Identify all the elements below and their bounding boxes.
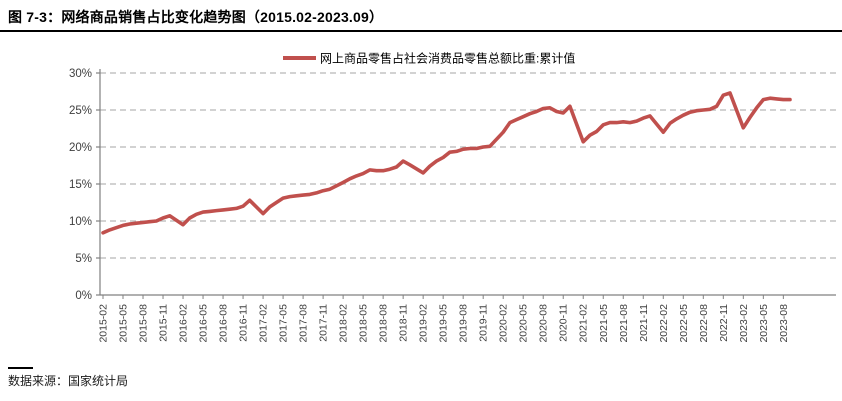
x-tick-label: 2016-11 <box>238 304 250 342</box>
x-tick-label: 2021-02 <box>578 304 590 343</box>
x-tick-label: 2023-08 <box>778 304 790 343</box>
x-axis: 2015-02 2015-05 2015-08 2015-11 2016-02 2016-… <box>98 294 836 343</box>
x-tick-label: 2015-11 <box>158 304 170 342</box>
x-tick-label: 2022-08 <box>698 304 710 343</box>
x-tick-label: 2016-08 <box>218 304 230 343</box>
x-tick-label: 2017-05 <box>278 304 290 343</box>
y-tick-label: 5% <box>75 253 92 265</box>
y-axis: 0% 5% 10% 15% 20% 25% 30% <box>69 68 101 302</box>
x-tick-label: 2018-08 <box>378 304 390 343</box>
x-tick-label: 2020-02 <box>498 304 510 343</box>
x-tick-label: 2021-11 <box>638 304 650 342</box>
source-divider <box>8 367 33 369</box>
x-tick-label: 2022-02 <box>658 304 670 343</box>
x-tick-label: 2021-08 <box>618 304 630 343</box>
x-tick-label: 2019-05 <box>438 304 450 343</box>
x-tick-label: 2016-02 <box>178 304 190 343</box>
x-tick-label: 2020-11 <box>558 304 570 342</box>
y-tick-label: 20% <box>69 142 92 154</box>
x-tick-label: 2019-11 <box>478 304 490 342</box>
trend-chart: 0% 5% 10% 15% 20% 25% 30% 2015-02 2015-05 2015-08… <box>69 51 836 343</box>
x-tick-label: 2021-05 <box>598 304 610 343</box>
x-tick-label: 2015-05 <box>118 304 130 343</box>
page-title: 图 7-3：网络商品销售占比变化趋势图（2015.02-2023.09） <box>8 9 384 25</box>
y-tick-label: 30% <box>69 68 92 80</box>
x-tick-label: 2016-05 <box>198 304 210 343</box>
y-tick-label: 15% <box>69 179 92 191</box>
x-tick-label: 2019-08 <box>458 304 470 343</box>
legend-label: 网上商品零售占社会消费品零售总额比重:累计值 <box>320 51 575 66</box>
x-tick-label: 2020-08 <box>538 304 550 343</box>
x-tick-label: 2015-02 <box>98 304 110 343</box>
title-divider <box>0 30 842 32</box>
x-tick-label: 2017-02 <box>258 304 270 343</box>
x-tick-label: 2018-02 <box>338 304 350 343</box>
x-tick-label: 2023-02 <box>738 304 750 343</box>
gridlines <box>100 72 836 259</box>
x-tick-label: 2020-05 <box>518 304 530 343</box>
x-tick-label: 2017-08 <box>298 304 310 343</box>
x-tick-label: 2017-11 <box>318 304 330 342</box>
y-tick-label: 0% <box>75 290 92 302</box>
data-source: 数据来源：国家统计局 <box>8 374 129 388</box>
x-tick-label: 2015-08 <box>138 304 150 343</box>
legend: 网上商品零售占社会消费品零售总额比重:累计值 <box>283 51 575 66</box>
y-tick-label: 10% <box>69 216 92 228</box>
x-tick-label: 2019-02 <box>418 304 430 343</box>
x-tick-label: 2022-11 <box>718 304 730 342</box>
series-line <box>101 91 792 235</box>
x-tick-label: 2023-05 <box>758 304 770 343</box>
x-tick-label: 2018-05 <box>358 304 370 343</box>
y-tick-label: 25% <box>69 105 92 117</box>
x-tick-label: 2022-05 <box>678 304 690 343</box>
x-tick-label: 2018-11 <box>398 304 410 342</box>
